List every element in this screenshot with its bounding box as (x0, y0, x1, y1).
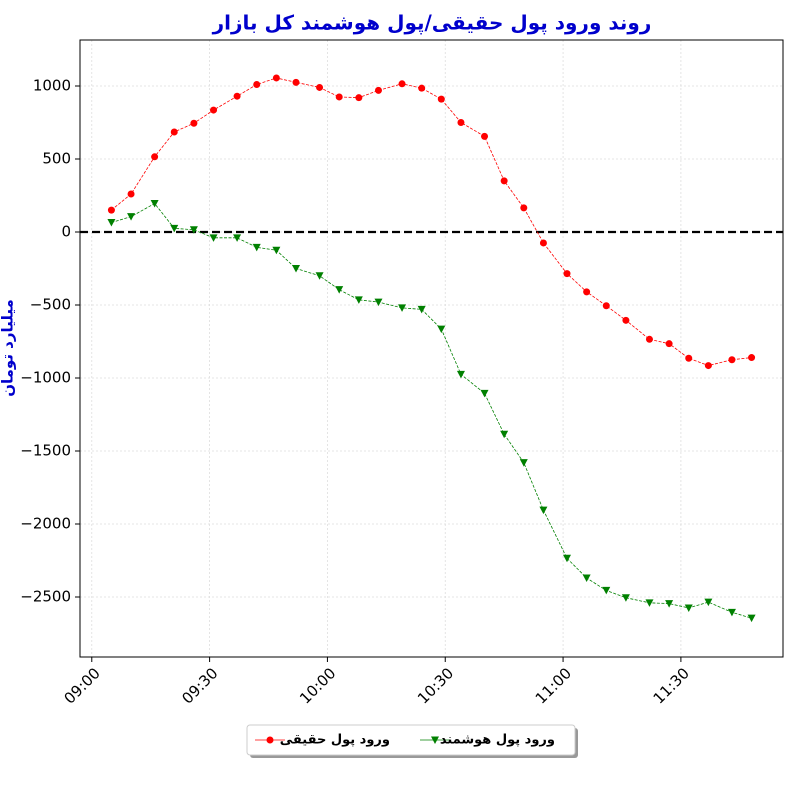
point (107, 206, 115, 214)
point (519, 459, 528, 467)
point (272, 246, 281, 255)
point (500, 430, 509, 439)
point (170, 224, 179, 233)
point (355, 94, 363, 102)
point (335, 286, 344, 294)
point (456, 370, 465, 379)
point (316, 83, 324, 91)
point (437, 325, 446, 334)
point (107, 219, 116, 227)
point (621, 594, 630, 602)
point (127, 213, 136, 221)
point (704, 362, 712, 370)
legend-label: ورود پول هوشمند (440, 733, 555, 748)
point (500, 177, 508, 185)
point (685, 354, 693, 362)
point (582, 574, 591, 583)
legend-label: ورود پول حقیقی (280, 733, 390, 748)
y-tick-label: −1500 (20, 441, 71, 459)
point (272, 74, 280, 82)
point (292, 78, 300, 86)
point (665, 600, 674, 608)
point (539, 506, 548, 515)
point (252, 243, 261, 252)
point (520, 204, 528, 212)
point (684, 604, 693, 612)
y-tick-label: −1000 (20, 368, 71, 386)
y-tick-label: 0 (61, 222, 71, 240)
point (374, 298, 383, 307)
point (398, 304, 407, 312)
y-tick-label: −500 (30, 295, 71, 313)
point (209, 234, 218, 242)
point (704, 598, 713, 607)
point (170, 128, 178, 136)
point (266, 736, 274, 744)
point (728, 356, 736, 364)
point (292, 264, 301, 273)
point (645, 599, 654, 607)
point (727, 608, 736, 617)
point (431, 736, 439, 744)
chart-title: روند ورود پول حقیقی/پول هوشمند کل بازار (212, 11, 652, 36)
legend-box (246, 724, 576, 756)
point (150, 200, 159, 208)
point (210, 106, 218, 114)
point (335, 93, 343, 101)
point (437, 95, 445, 103)
point (418, 84, 426, 92)
point (233, 92, 241, 100)
point (457, 118, 465, 126)
point (562, 554, 571, 563)
point (645, 335, 653, 343)
point (583, 288, 591, 296)
point (190, 119, 198, 127)
point (315, 272, 324, 280)
point (539, 239, 547, 247)
point (747, 614, 756, 623)
y-axis-label: میلیارد تومان (0, 299, 17, 397)
point (374, 86, 382, 94)
point (748, 354, 756, 362)
point (127, 190, 135, 198)
point (481, 132, 489, 140)
y-tick-label: 500 (42, 149, 71, 167)
point (480, 389, 489, 398)
point (563, 270, 571, 278)
plot-frame (79, 39, 784, 658)
series-line (111, 77, 752, 366)
point (354, 296, 363, 304)
series-line (111, 203, 752, 619)
point (189, 226, 198, 234)
point (233, 234, 242, 242)
y-tick-label: −2500 (20, 587, 71, 605)
point (417, 305, 426, 314)
y-tick-label: 1000 (33, 76, 71, 94)
point (665, 340, 673, 348)
y-tick-label: −2000 (20, 514, 71, 532)
point (151, 153, 159, 161)
point (622, 316, 630, 324)
point (602, 302, 610, 310)
point (602, 586, 611, 595)
legend: ورود پول حقیقی ورود پول هوشمند (246, 724, 578, 758)
point (253, 81, 261, 89)
point (398, 80, 406, 88)
